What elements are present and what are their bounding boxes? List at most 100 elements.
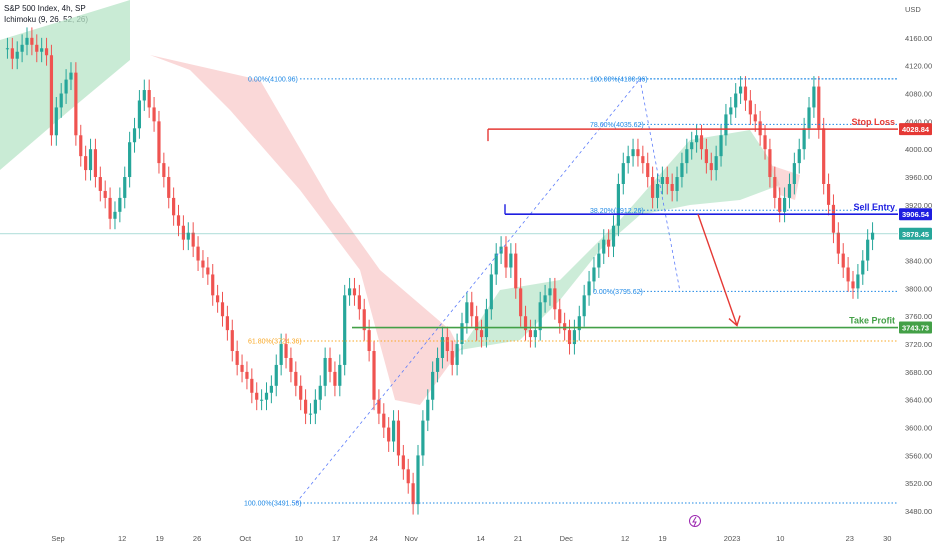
candle-body — [362, 309, 366, 331]
candle-body — [577, 316, 581, 331]
candle-body — [450, 351, 454, 365]
candle-body — [748, 100, 752, 115]
candle-body — [40, 48, 44, 52]
candle-body — [196, 246, 200, 261]
current-price-tag-bg — [899, 227, 932, 240]
candle-body — [523, 316, 528, 331]
candle-body — [699, 135, 704, 150]
candle-body — [396, 420, 401, 456]
candle-body — [817, 86, 821, 129]
candle-body — [621, 163, 625, 184]
candle-body — [176, 215, 181, 226]
level-label: Sell Entry — [853, 202, 895, 212]
candle-body — [660, 177, 664, 184]
candle-body — [338, 364, 342, 386]
candle-body — [5, 48, 10, 50]
candle-body — [303, 399, 308, 414]
candle-body — [98, 177, 102, 191]
candle-body — [323, 357, 327, 386]
candle-body — [250, 378, 254, 393]
candle-body — [206, 267, 210, 275]
lightning-icon — [689, 515, 701, 527]
candle-body — [558, 309, 562, 324]
fib-level-label: 38.20%(3912.26) — [590, 208, 644, 215]
candle-body — [84, 156, 88, 171]
candle-body — [220, 302, 225, 317]
candle-body — [729, 107, 733, 115]
candle-body — [15, 51, 19, 59]
candle-body — [74, 72, 78, 136]
candle-body — [519, 288, 523, 317]
x-axis: Sep 12 19 26 Oct 10 17 24 Nov 14 21 Dec 12 19 2023 10 23… — [51, 534, 891, 543]
candle-body — [382, 413, 386, 428]
candle-body — [88, 149, 93, 171]
x-tick-label: 19 — [658, 534, 666, 543]
candle-body — [675, 177, 679, 191]
y-tick-label: 4080.00 — [905, 90, 932, 99]
candle-body — [724, 114, 728, 136]
candle-body — [831, 204, 836, 233]
candle-body — [118, 197, 122, 212]
projection-arrow-head — [728, 315, 741, 327]
candle-body — [235, 351, 239, 365]
candle-body — [484, 309, 489, 338]
y-tick-label: 3480.00 — [905, 507, 932, 516]
candle-body — [655, 183, 660, 198]
candle-body — [841, 253, 845, 268]
candle-body — [611, 225, 616, 247]
y-tick-label: 4000.00 — [905, 145, 932, 154]
y-tick-label: 3720.00 — [905, 340, 932, 349]
sell-entry-price-tag: 3906.54 — [902, 210, 930, 219]
candle-body — [631, 149, 635, 157]
candle-body — [538, 302, 542, 331]
candle-body — [685, 149, 689, 164]
candle-body — [440, 337, 445, 358]
x-tick-label: 19 — [155, 534, 163, 543]
candle-body — [567, 330, 572, 345]
y-tick-label: 3680.00 — [905, 368, 932, 377]
candle-body — [528, 330, 533, 338]
candle-body — [201, 260, 205, 268]
candle-body — [274, 364, 278, 386]
x-tick-label: 12 — [118, 534, 126, 543]
candle-body — [372, 351, 376, 400]
candle-body — [152, 107, 156, 122]
candle-body — [470, 302, 474, 317]
candle-body — [866, 239, 870, 261]
candle-body — [475, 316, 479, 331]
candle-body — [651, 177, 655, 198]
candle-body — [260, 399, 264, 401]
candle-body — [479, 330, 484, 338]
candle-body — [147, 90, 151, 108]
x-tick-label: 26 — [193, 534, 201, 543]
x-tick-label: 2023 — [724, 534, 741, 543]
candle-body — [465, 302, 469, 324]
candle-body — [489, 274, 493, 310]
candle-body — [54, 107, 58, 136]
x-tick-label: 12 — [621, 534, 629, 543]
chart-title: S&P 500 Index, 4h, SP — [4, 4, 86, 13]
candle-body — [211, 274, 215, 296]
current-price-tag: 3878.45 — [902, 230, 929, 239]
candle-body — [255, 392, 259, 400]
fib-level-label: 78.60%(4035.62) — [590, 122, 644, 129]
x-tick-label: Dec — [560, 534, 574, 543]
candle-body — [10, 48, 14, 59]
candle-body — [812, 86, 816, 108]
candle-body — [132, 128, 137, 143]
indicator-label: Ichimoku (9, 26, 52, 26) — [4, 15, 89, 24]
y-tick-label: 3840.00 — [905, 257, 932, 266]
candle-body — [714, 156, 718, 171]
candle-body — [172, 197, 176, 216]
candle-body — [367, 330, 371, 352]
candle-body — [318, 385, 322, 400]
candle-body — [704, 149, 708, 164]
candle-body — [69, 72, 73, 80]
candle-body — [123, 177, 127, 198]
y-axis: 3480.00 3520.00 3560.00 3600.00 3640.00 3680.… — [905, 34, 932, 516]
candle-body — [792, 163, 796, 184]
candle-body — [836, 232, 840, 254]
candle-body — [328, 357, 332, 372]
candle-body — [460, 323, 464, 345]
